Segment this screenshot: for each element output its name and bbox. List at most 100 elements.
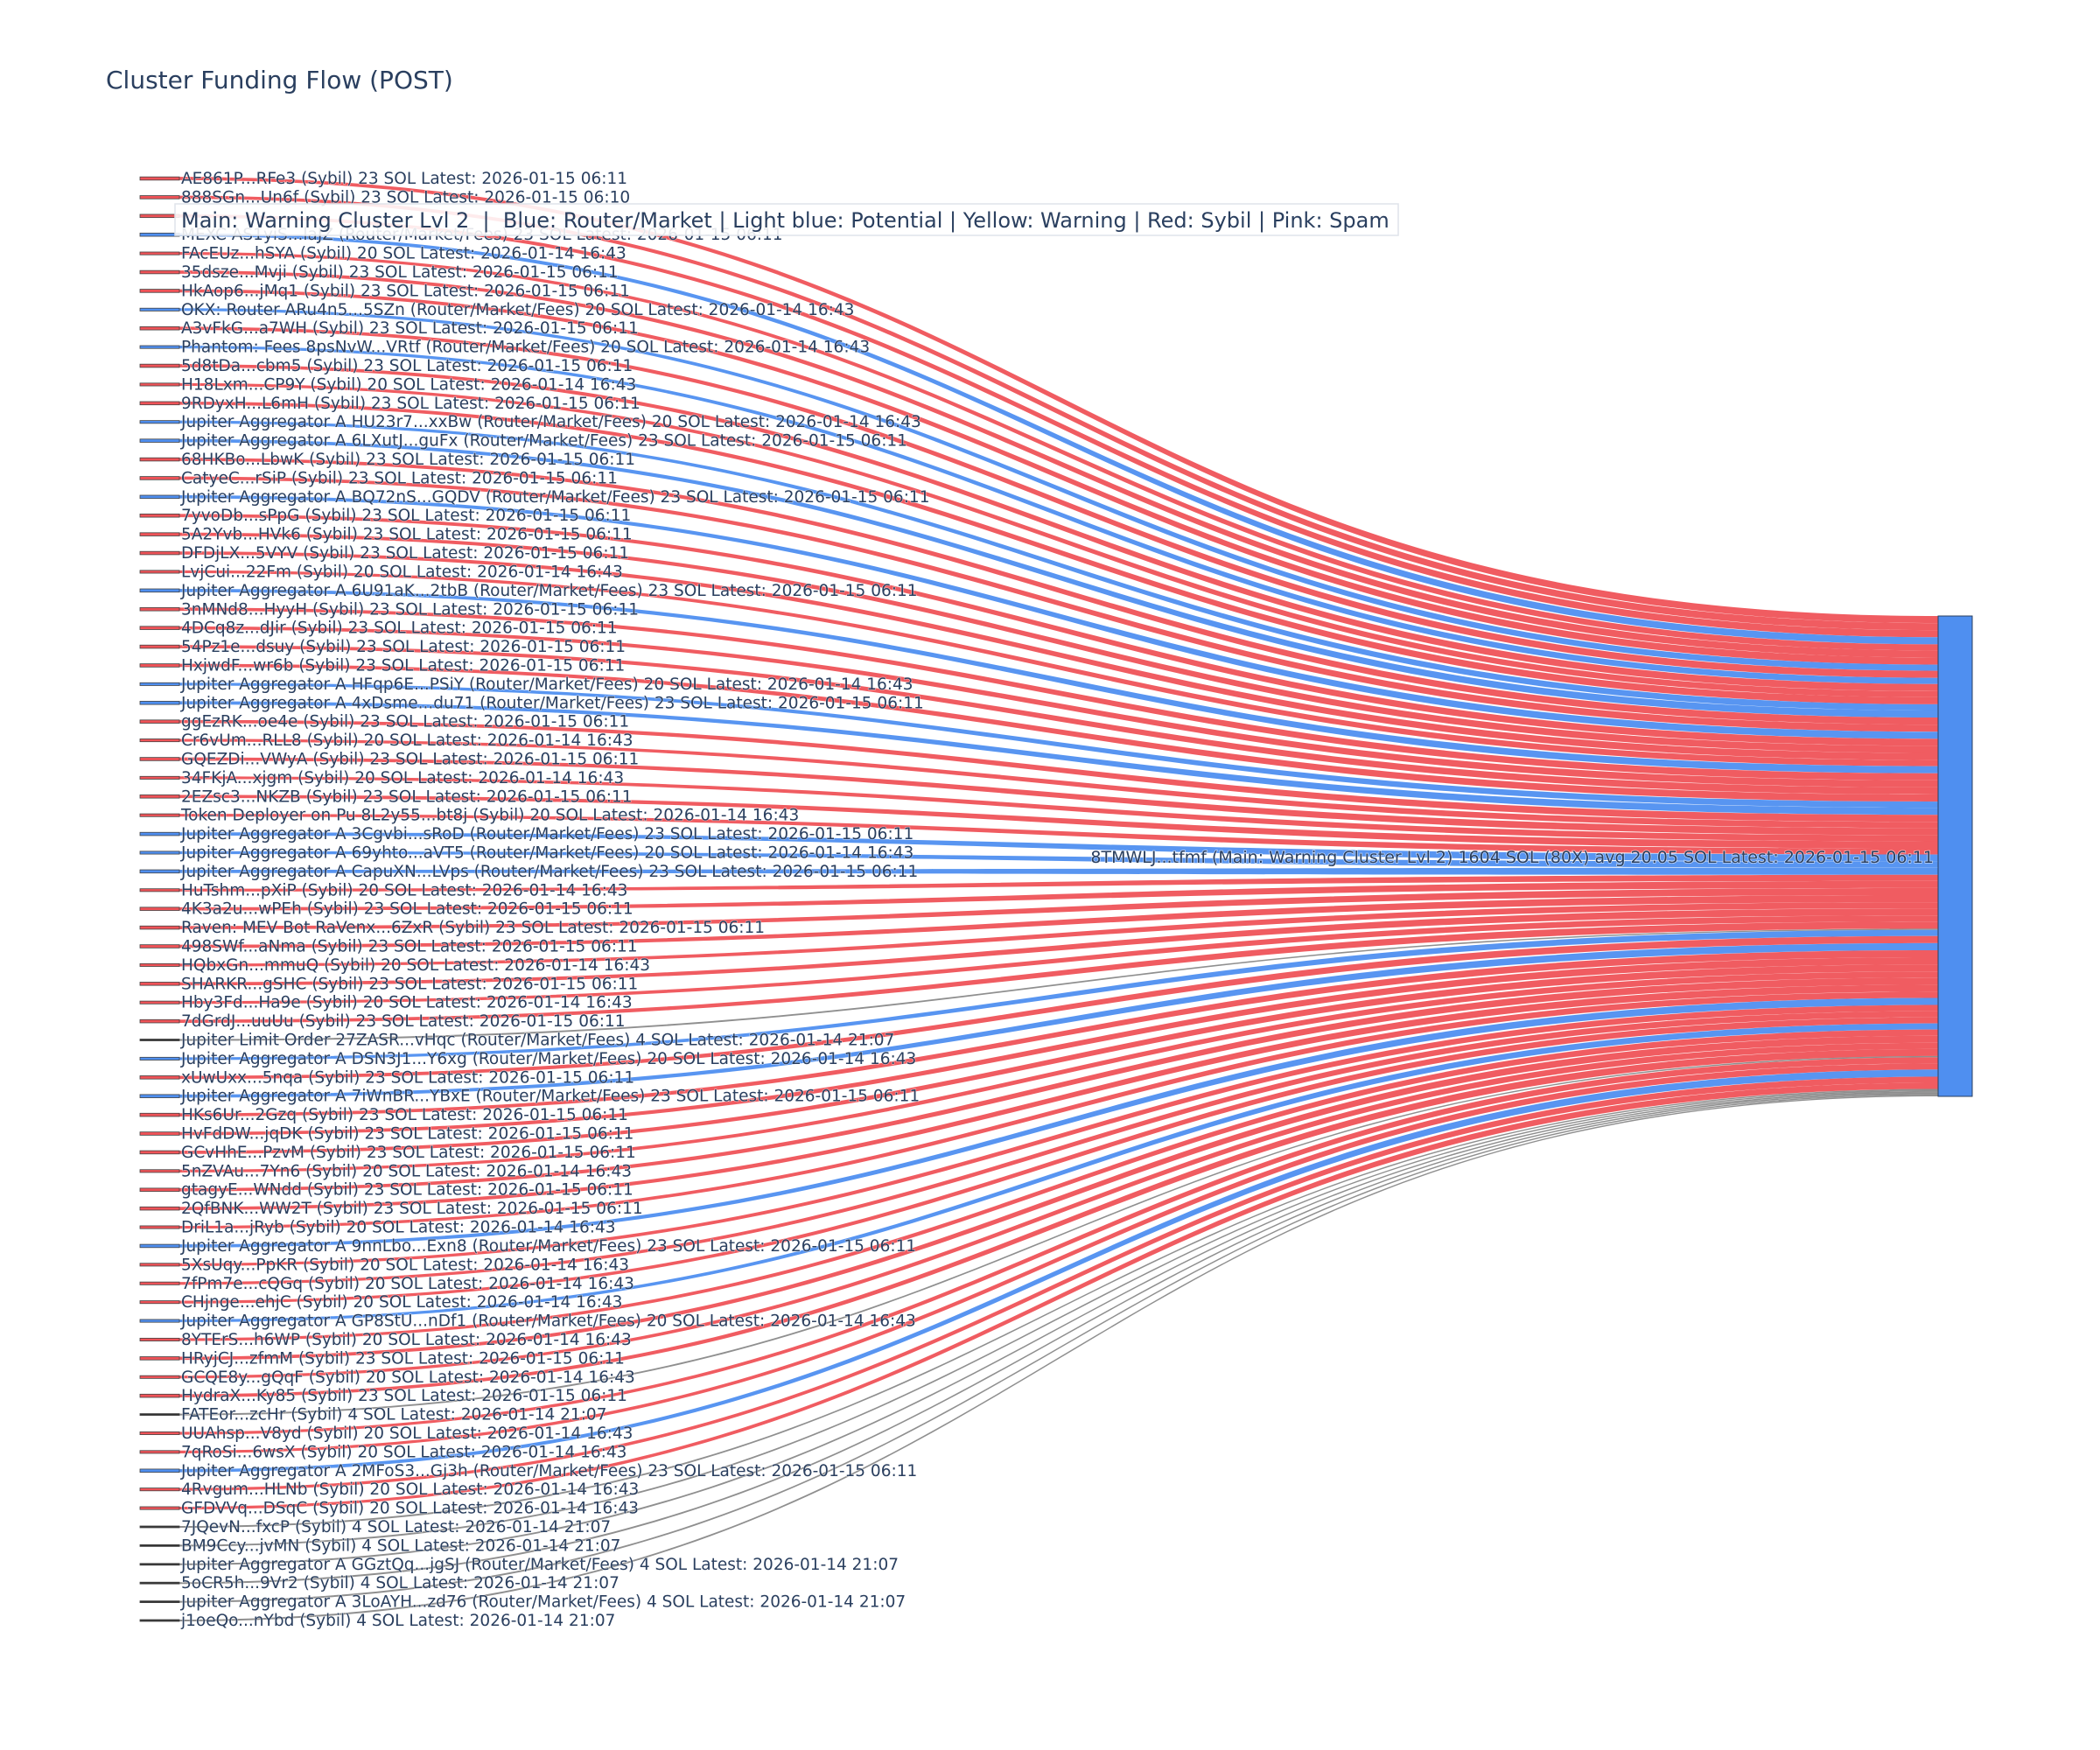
source-node[interactable] — [139, 1187, 180, 1192]
flow-link — [179, 495, 1938, 739]
source-node[interactable] — [139, 775, 180, 780]
source-node[interactable] — [139, 1544, 180, 1547]
source-node[interactable] — [139, 1243, 180, 1249]
source-node[interactable] — [139, 1431, 180, 1435]
flow-link — [179, 850, 1938, 868]
source-node[interactable] — [139, 289, 180, 293]
source-node-label: H18Lxm...CP9Y (Sybil) 20 SOL Latest: 202… — [181, 375, 636, 394]
source-node[interactable] — [139, 1356, 180, 1361]
source-node[interactable] — [139, 682, 180, 686]
source-node[interactable] — [139, 888, 180, 892]
source-node[interactable] — [139, 1563, 180, 1566]
source-node[interactable] — [139, 982, 180, 986]
source-node[interactable] — [139, 925, 180, 930]
source-node-label: 54Pz1e...dsuy (Sybil) 23 SOL Latest: 202… — [181, 638, 626, 656]
flow-link — [179, 270, 1938, 658]
source-node[interactable] — [139, 232, 180, 237]
source-node[interactable] — [139, 494, 180, 500]
source-node[interactable] — [139, 1393, 180, 1398]
source-node-label: OKX: Router ARu4n5...5SZn (Router/Market… — [181, 301, 854, 319]
source-node[interactable] — [139, 757, 180, 761]
source-node[interactable] — [139, 382, 180, 387]
source-node-label: 498SWf...aNma (Sybil) 23 SOL Latest: 202… — [181, 938, 638, 956]
source-node[interactable] — [139, 1150, 180, 1155]
flow-link — [179, 1091, 1938, 1565]
source-node[interactable] — [139, 363, 180, 368]
flow-link — [179, 1029, 1938, 1341]
source-node[interactable] — [139, 1525, 180, 1529]
source-node[interactable] — [139, 532, 180, 536]
source-node[interactable] — [139, 588, 180, 593]
source-node[interactable] — [139, 251, 180, 256]
source-node[interactable] — [139, 1581, 180, 1585]
source-node[interactable] — [139, 1450, 180, 1454]
source-node[interactable] — [139, 514, 180, 518]
source-node[interactable] — [139, 944, 180, 948]
flow-link — [179, 964, 1938, 1154]
source-node[interactable] — [139, 570, 180, 574]
source-node[interactable] — [139, 869, 180, 874]
flow-link — [179, 957, 1938, 1136]
source-node[interactable] — [139, 644, 180, 649]
flow-link — [179, 935, 1938, 1080]
source-node[interactable] — [139, 176, 180, 181]
source-node[interactable] — [139, 831, 180, 836]
source-node[interactable] — [139, 1337, 180, 1341]
source-node[interactable] — [139, 1413, 180, 1416]
source-node-label: Jupiter Aggregator A GP8StU...nDf1 (Rout… — [180, 1312, 916, 1331]
source-node-label: CHjnge...ehjC (Sybil) 20 SOL Latest: 202… — [181, 1293, 622, 1312]
source-node[interactable] — [139, 401, 180, 406]
source-node[interactable] — [139, 1000, 180, 1004]
source-node[interactable] — [139, 1112, 180, 1117]
source-node[interactable] — [139, 345, 180, 349]
source-node[interactable] — [139, 663, 180, 668]
source-node-label: GFDVVq...DSqC (Sybil) 20 SOL Latest: 202… — [181, 1500, 639, 1518]
source-node[interactable] — [139, 214, 180, 219]
source-node[interactable] — [139, 1300, 180, 1305]
source-node[interactable] — [139, 1468, 180, 1474]
source-node[interactable] — [139, 1506, 180, 1510]
source-node-label: 4DCq8z...dJir (Sybil) 23 SOL Latest: 202… — [181, 620, 618, 638]
source-node[interactable] — [139, 1600, 180, 1603]
source-node[interactable] — [139, 607, 180, 612]
source-node[interactable] — [139, 1018, 180, 1024]
source-node[interactable] — [139, 1281, 180, 1285]
source-node[interactable] — [139, 270, 180, 275]
source-node[interactable] — [139, 701, 180, 705]
source-node[interactable] — [139, 195, 180, 200]
source-node[interactable] — [139, 1319, 180, 1323]
source-node[interactable] — [139, 813, 180, 817]
source-node[interactable] — [139, 1488, 180, 1492]
source-node[interactable] — [139, 1075, 180, 1080]
source-node[interactable] — [139, 1131, 180, 1136]
source-node[interactable] — [139, 438, 180, 443]
source-node[interactable] — [139, 1375, 180, 1379]
source-node[interactable] — [139, 326, 180, 331]
source-node[interactable] — [139, 1056, 180, 1060]
legend-box — [174, 203, 1399, 236]
target-node[interactable] — [1937, 615, 1973, 1097]
source-node[interactable] — [139, 719, 180, 724]
source-node[interactable] — [139, 1094, 180, 1098]
flow-link — [179, 949, 1938, 1116]
source-node[interactable] — [139, 420, 180, 424]
source-node[interactable] — [139, 906, 180, 911]
source-node[interactable] — [139, 1263, 180, 1267]
source-node[interactable] — [139, 476, 180, 480]
source-node[interactable] — [139, 1039, 180, 1041]
source-node[interactable] — [139, 962, 180, 967]
source-node[interactable] — [139, 794, 180, 799]
source-node[interactable] — [139, 550, 180, 556]
source-node[interactable] — [139, 1169, 180, 1173]
source-node[interactable] — [139, 457, 180, 462]
source-node[interactable] — [139, 1206, 180, 1211]
source-node-label: Jupiter Aggregator A 3Cgvbi...sRoD (Rout… — [180, 825, 914, 844]
source-node[interactable] — [139, 1225, 180, 1229]
source-node[interactable] — [139, 1619, 180, 1622]
source-node[interactable] — [139, 307, 180, 312]
source-node[interactable] — [139, 738, 180, 743]
source-node[interactable] — [139, 626, 180, 630]
source-node-label: 2QfBNK...WW2T (Sybil) 23 SOL Latest: 202… — [181, 1200, 643, 1218]
flow-link — [179, 195, 1938, 631]
source-node[interactable] — [139, 850, 180, 855]
